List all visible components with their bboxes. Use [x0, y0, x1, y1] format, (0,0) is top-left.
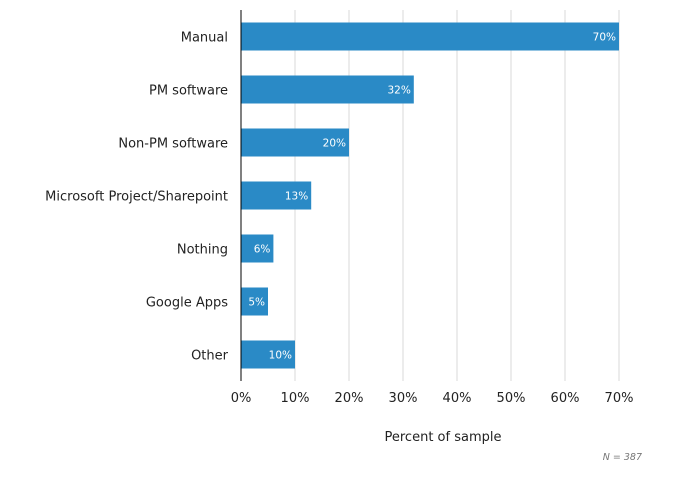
category-label: Microsoft Project/Sharepoint [45, 190, 228, 205]
category-label: Manual [181, 31, 228, 46]
x-tick-label: 40% [443, 391, 472, 406]
x-tick-label: 70% [605, 391, 634, 406]
x-tick-label: 30% [389, 391, 418, 406]
sample-size-annotation: N = 387 [603, 452, 642, 463]
bar [241, 287, 268, 316]
x-axis-label: Percent of sample [385, 430, 502, 445]
bar [241, 234, 274, 263]
data-label: 13% [285, 191, 308, 203]
data-label: 5% [248, 297, 265, 309]
bar [241, 128, 349, 157]
bar [241, 181, 312, 210]
category-label: Non-PM software [118, 137, 228, 152]
bar [241, 340, 295, 369]
x-tick-label: 50% [497, 391, 526, 406]
x-tick-label: 0% [231, 391, 252, 406]
x-tick-label: 60% [551, 391, 580, 406]
x-tick-label: 10% [281, 391, 310, 406]
category-label: Google Apps [146, 296, 228, 311]
bar [241, 22, 619, 51]
data-label: 20% [323, 138, 346, 150]
data-label: 32% [387, 85, 410, 97]
bar [241, 75, 414, 104]
x-tick-label: 20% [335, 391, 364, 406]
data-label: 10% [269, 350, 292, 362]
category-label: Other [191, 349, 229, 364]
category-label: Nothing [177, 243, 228, 258]
data-label: 6% [254, 244, 271, 256]
data-label: 70% [593, 32, 616, 44]
category-label: PM software [149, 84, 228, 99]
